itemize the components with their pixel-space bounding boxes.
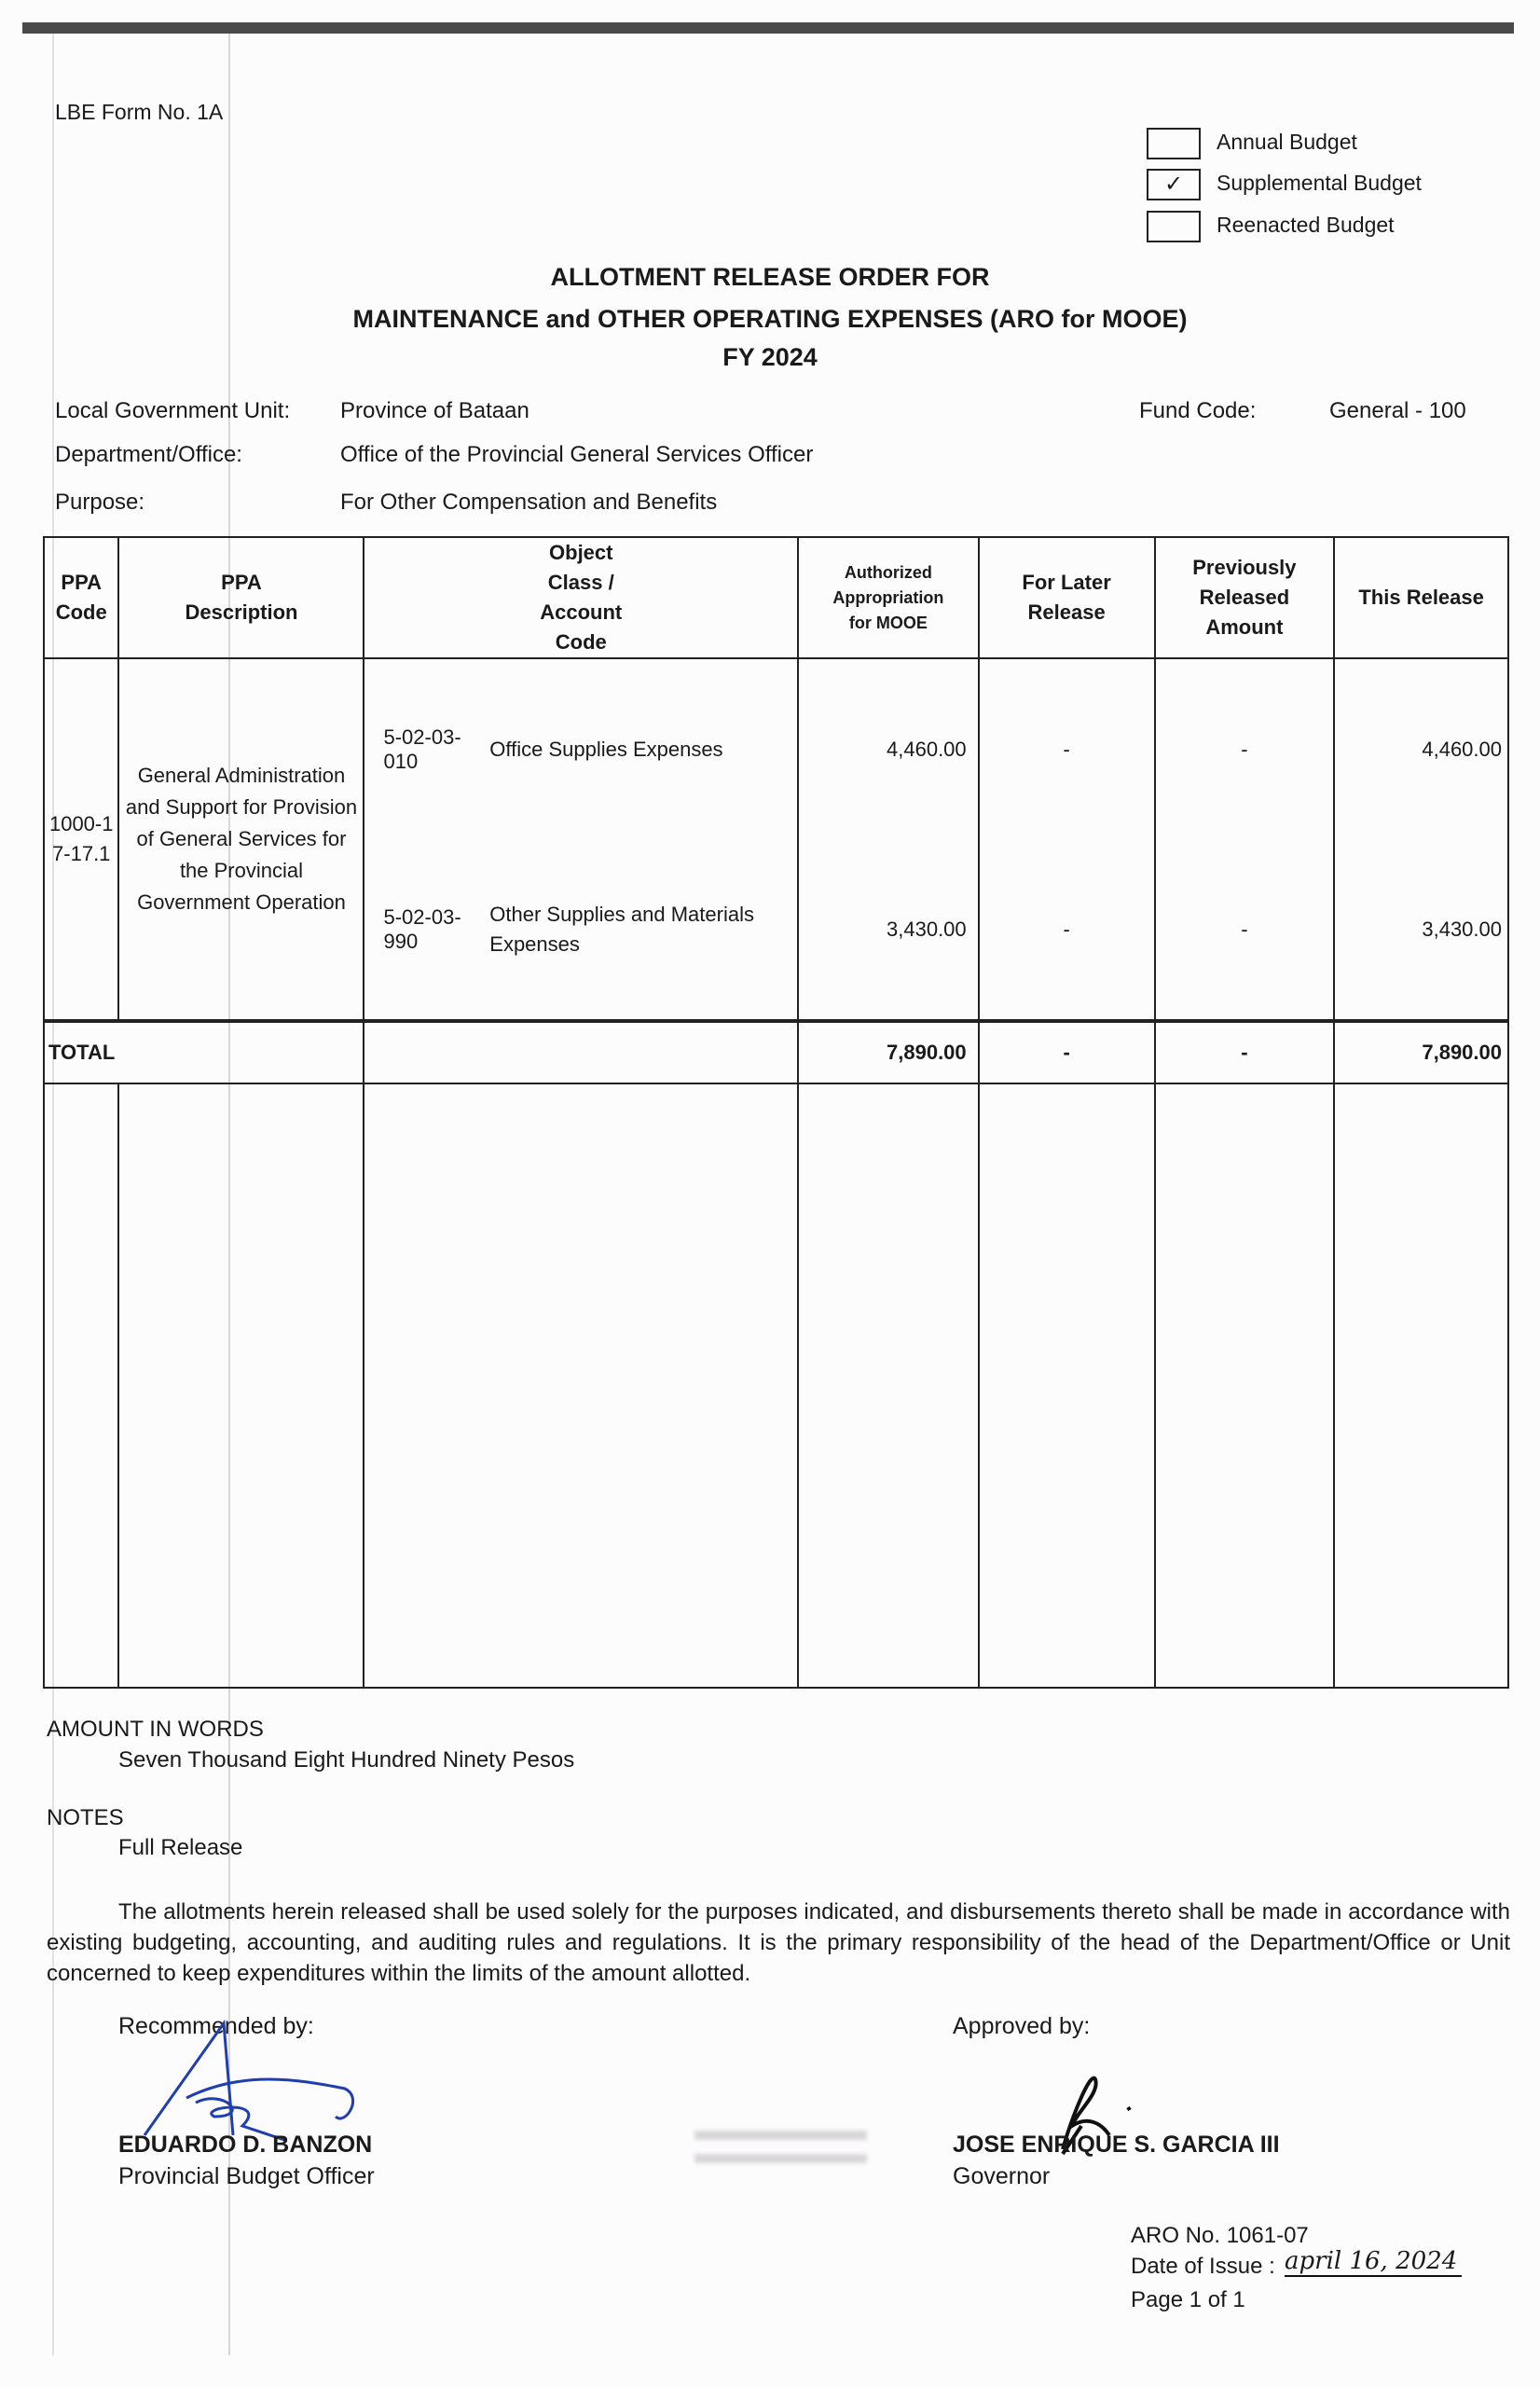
total-this-release: 7,890.00 [1333,1020,1509,1084]
page-number: Page 1 of 1 [1131,2287,1245,2312]
department-value: Office of the Provincial General Service… [340,442,814,467]
this-release-cell: 4,460.00 [1333,657,1509,839]
previous-release-cell: - [1153,839,1336,1022]
total-later-release: - [977,1020,1156,1084]
approver-name: JOSE ENRIQUE S. GARCIA III [953,2132,1280,2158]
recommender-signature [143,2019,355,2142]
check-icon: ✓ [1163,172,1184,197]
total-label: TOTAL [42,1020,365,1084]
account-name-cell: Office Supplies Expenses [484,657,800,839]
table-row: 5-02-03-990 Other Supplies and Materials… [44,839,1509,1022]
header-ppa-description: PPA Description [117,536,365,659]
approved-by-label: Approved by: [953,2013,1091,2039]
header-object-class: Object Class / Account Code [363,536,800,659]
reenacted-budget-label: Reenacted Budget [1217,213,1395,237]
department-label: Department/Office: [55,442,242,467]
notes-value: Full Release [118,1835,243,1860]
redacted-mark [694,2154,867,2163]
header-this-release: This Release [1333,536,1509,659]
fund-code-value: General - 100 [1329,398,1466,423]
total-previous-release: - [1153,1020,1336,1084]
annual-budget-label: Annual Budget [1217,130,1357,154]
header-previously-released: Previously Released Amount [1153,536,1336,659]
empty-row [42,1083,1509,1689]
date-of-issue-label: Date of Issue : [1131,2254,1275,2279]
approver-position: Governor [953,2163,1051,2189]
ppa-description-cell: General Administration and Support for P… [117,657,365,1022]
table-row: 1000-17-17.1 General Administration and … [42,657,1509,1022]
scan-top-border [22,22,1514,34]
form-number: LBE Form No. 1A [55,100,224,124]
lgu-value: Province of Bataan [340,398,529,423]
supplemental-budget-checkbox[interactable]: ✓ [1147,169,1201,200]
header-for-later-release: For Later Release [977,536,1156,659]
total-authorized: 7,890.00 [797,1020,980,1084]
authorized-cell: 4,460.00 [797,657,980,839]
purpose-value: For Other Compensation and Benefits [340,490,718,515]
account-code-cell: 5-02-03-010 [363,657,485,839]
total-row: TOTAL 7,890.00 - - 7,890.00 [42,1020,1509,1084]
purpose-label: Purpose: [55,490,145,515]
approver-signature [1061,2076,1132,2156]
responsibility-paragraph: The allotments herein released shall be … [47,1899,1510,1986]
title-line-3: FY 2024 [722,343,818,371]
amount-in-words-value: Seven Thousand Eight Hundred Ninety Peso… [118,1747,575,1773]
redacted-mark [694,2131,867,2140]
title-line-2: MAINTENANCE and OTHER OPERATING EXPENSES… [352,305,1188,333]
ppa-code-cell: 1000-17-17.1 [42,657,120,1022]
account-code-cell: 5-02-03-990 [363,839,485,1022]
lgu-label: Local Government Unit: [55,398,291,423]
previous-release-cell: - [1153,657,1336,839]
header-authorized-appropriation: Authorized Appropriation for MOOE [797,536,980,659]
notes-label: NOTES [47,1805,124,1830]
recommender-position: Provincial Budget Officer [118,2163,375,2189]
empty-cell [363,1020,800,1084]
header-ppa-code: PPA Code [42,536,120,659]
recommender-name: EDUARDO D. BANZON [118,2132,373,2158]
title-line-1: ALLOTMENT RELEASE ORDER FOR [550,263,990,291]
date-of-issue-value: april 16, 2024 [1285,2247,1462,2277]
authorized-cell: 3,430.00 [797,839,980,1022]
this-release-cell: 3,430.00 [1333,839,1509,1022]
account-name-cell: Other Supplies and Materials Expenses [484,839,800,1022]
later-release-cell: - [977,839,1156,1022]
allotment-table: PPA Code PPA Description Object Class / … [42,536,1509,1689]
reenacted-budget-checkbox[interactable] [1147,211,1201,242]
supplemental-budget-label: Supplemental Budget [1217,171,1422,195]
aro-number: ARO No. 1061-07 [1131,2223,1309,2248]
later-release-cell: - [977,657,1156,839]
fund-code-label: Fund Code: [1139,398,1257,423]
table-header-row: PPA Code PPA Description Object Class / … [42,536,1509,659]
amount-in-words-label: AMOUNT IN WORDS [47,1717,264,1742]
annual-budget-checkbox[interactable] [1147,128,1201,159]
